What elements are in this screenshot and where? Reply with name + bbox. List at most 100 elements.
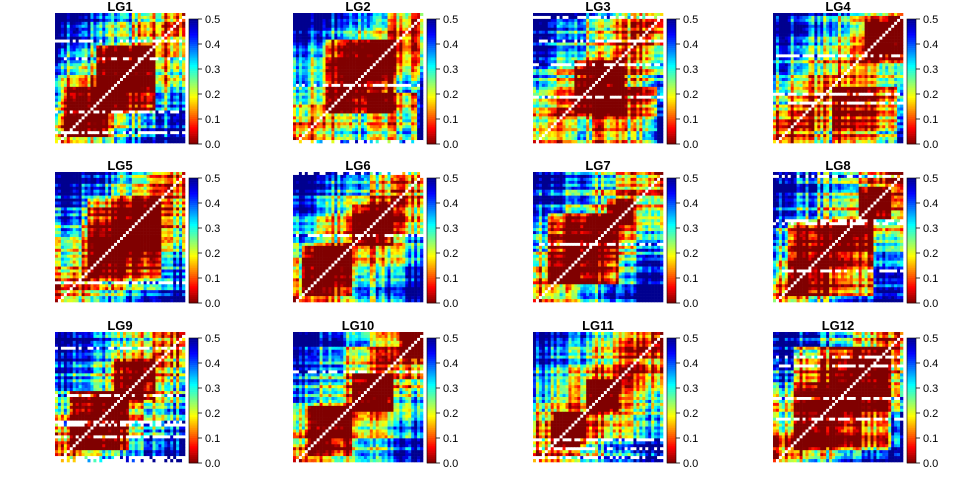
heatmap-cell [301, 42, 306, 46]
heatmap-cell [152, 110, 156, 114]
heatmap-cell [295, 78, 300, 82]
heatmap-cell [57, 107, 62, 111]
heatmap-cell [173, 119, 177, 123]
heatmap-cell [660, 15, 664, 20]
heatmap-cell [307, 92, 312, 97]
heatmap-cell [366, 80, 371, 85]
heatmap-cell [114, 128, 118, 132]
heatmap-cell [122, 86, 127, 91]
heatmap-cell [583, 42, 587, 46]
heatmap-cell [170, 110, 174, 114]
heatmap-cell [149, 13, 153, 17]
heatmap-cell [556, 27, 560, 32]
heatmap-cell [618, 66, 622, 70]
heatmap-cell [414, 54, 418, 58]
heatmap-cell [615, 48, 619, 52]
heatmap-cell [574, 30, 578, 34]
colorbar-segment [427, 52, 436, 55]
heatmap-cell [624, 60, 628, 64]
heatmap-cell [164, 18, 168, 23]
heatmap-cell [60, 42, 65, 46]
heatmap-cell [111, 122, 115, 126]
heatmap-cell [574, 27, 578, 32]
heatmap-cell [293, 95, 297, 99]
heatmap-cell [55, 24, 59, 29]
heatmap-cell [378, 119, 382, 123]
heatmap-cell [402, 128, 406, 132]
heatmap-cell [66, 30, 71, 34]
heatmap-cell [295, 27, 300, 32]
heatmap-cell [349, 134, 353, 138]
heatmap-cell [69, 134, 74, 138]
heatmap-cell [642, 69, 646, 73]
heatmap-cell [565, 13, 569, 17]
heatmap-cell [372, 83, 377, 88]
heatmap-cell [182, 116, 186, 120]
heatmap-cell [399, 116, 403, 120]
heatmap-cell [571, 13, 575, 17]
heatmap-cell [535, 36, 540, 40]
heatmap-cell [131, 78, 136, 82]
heatmap-cell [105, 51, 109, 55]
heatmap-cell [146, 39, 150, 43]
heatmap-cell [600, 45, 605, 49]
colorbar-tick-label: 0.0 [205, 139, 220, 151]
heatmap-cell [90, 33, 94, 37]
heatmap-cell [298, 101, 303, 105]
heatmap-cell [402, 140, 406, 144]
heatmap-cell [352, 18, 356, 23]
heatmap-cell [414, 48, 418, 52]
heatmap-cell [417, 78, 421, 82]
heatmap-cell [293, 116, 297, 120]
heatmap-cell [384, 92, 388, 97]
heatmap-cell [363, 140, 368, 144]
heatmap-cell [393, 48, 397, 52]
heatmap-cell [358, 45, 362, 49]
heatmap-cell [313, 116, 317, 120]
heatmap-cell [182, 21, 186, 26]
heatmap-cell [295, 122, 300, 126]
heatmap-cell [366, 48, 371, 52]
heatmap-cell [310, 92, 314, 97]
heatmap-cell [164, 122, 168, 126]
heatmap-cell [102, 95, 106, 99]
heatmap-cell [417, 13, 421, 17]
heatmap-cell [396, 51, 400, 55]
heatmap-cell [93, 30, 97, 34]
heatmap-cell [325, 128, 329, 132]
heatmap-cell [310, 134, 314, 138]
heatmap-cell [381, 116, 385, 120]
heatmap-cell [93, 75, 97, 79]
heatmap-cell [544, 13, 549, 17]
heatmap-cell [651, 13, 655, 17]
heatmap-cell [295, 33, 300, 37]
heatmap-cell [301, 33, 306, 37]
heatmap-cell [140, 98, 144, 102]
heatmap-cell [411, 63, 415, 67]
heatmap-cell [293, 60, 297, 64]
heatmap-cell [387, 27, 391, 32]
heatmap-cell [630, 60, 634, 64]
heatmap-cell [99, 98, 103, 102]
heatmap-cell [562, 15, 566, 20]
heatmap-cell [609, 63, 614, 67]
heatmap-cell [360, 60, 365, 64]
heatmap-cell [93, 69, 97, 73]
heatmap-cell [63, 39, 68, 43]
heatmap-cell [609, 51, 614, 55]
heatmap-cell [372, 66, 377, 70]
heatmap-cell [358, 13, 362, 17]
heatmap-cell [387, 75, 391, 79]
heatmap-cell [375, 60, 379, 64]
heatmap-cell [334, 42, 338, 46]
heatmap-cell [310, 137, 314, 141]
heatmap-cell [149, 128, 153, 132]
heatmap-cell [319, 33, 323, 37]
heatmap-cell [535, 27, 540, 32]
colorbar-segment [189, 77, 198, 80]
heatmap-cell [420, 24, 424, 29]
heatmap-cell [648, 24, 652, 29]
heatmap-cell [589, 15, 593, 20]
heatmap-cell [149, 72, 153, 76]
heatmap-cell [538, 18, 543, 23]
